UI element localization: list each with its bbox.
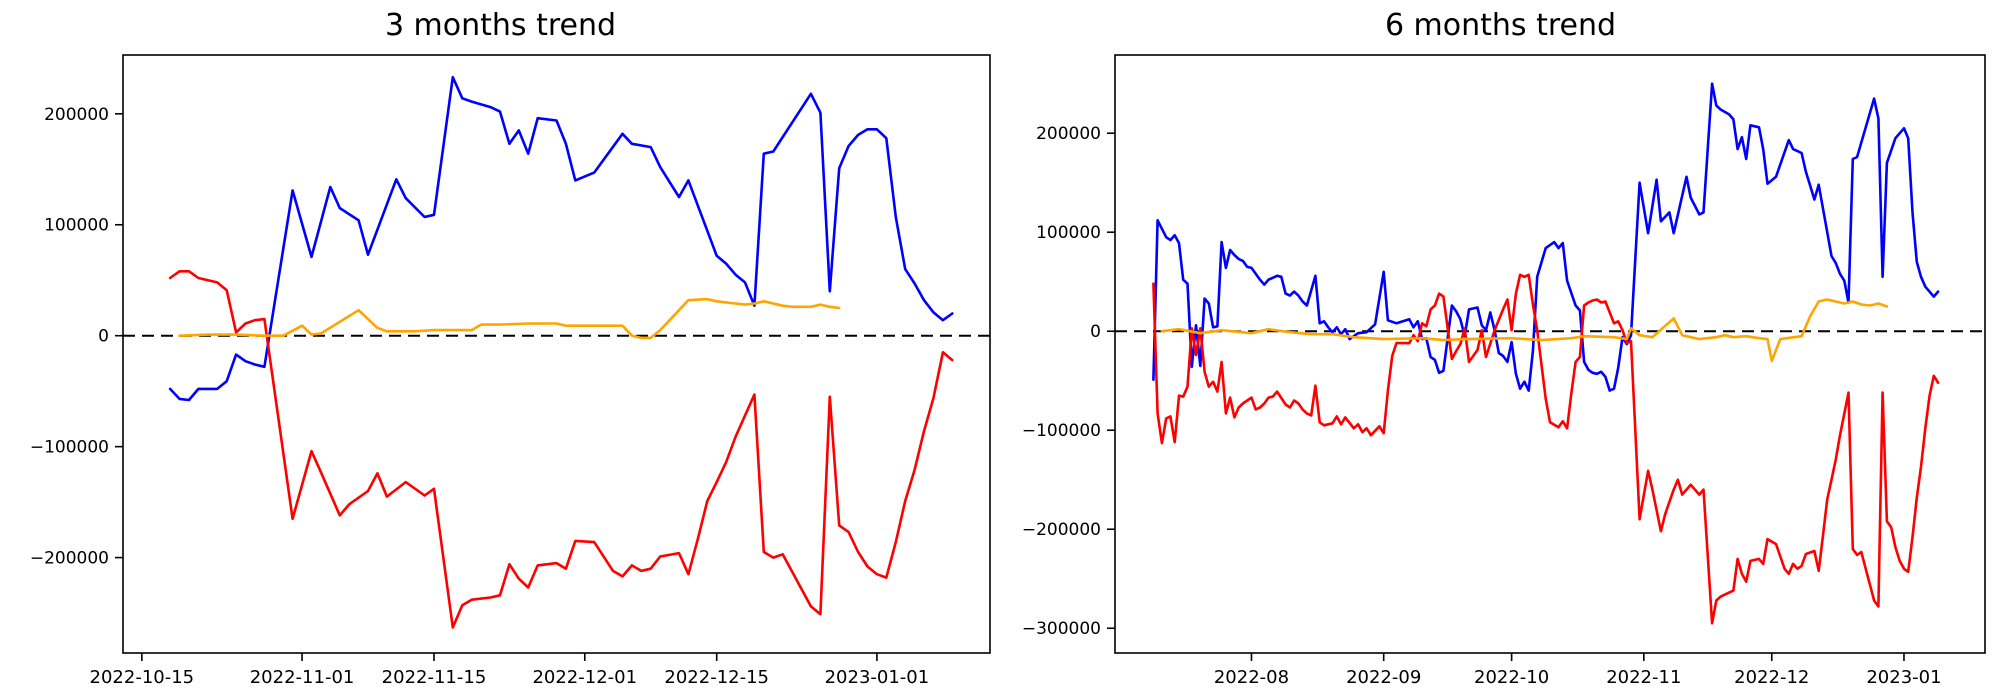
x-tick-label: 2022-11 xyxy=(1606,667,1681,688)
x-tick-label: 2022-09 xyxy=(1346,667,1421,688)
y-tick-label: −200000 xyxy=(30,549,109,569)
chart-6-months-trend: 6 months trend 200000 100000 0 −100000 −2000… xyxy=(1000,0,2000,700)
x-tick-label: 2023-01 xyxy=(1866,667,1941,688)
y-tick-label: −300000 xyxy=(1022,619,1101,639)
series-line-blue xyxy=(168,75,954,402)
chart-title-3-months: 3 months trend xyxy=(384,8,617,43)
series-line-orange xyxy=(1160,298,1889,363)
y-tick-label: 200000 xyxy=(1036,124,1101,144)
series-line-red xyxy=(168,269,954,629)
x-tick-label: 2022-10 xyxy=(1474,667,1549,688)
x-tick-label: 2022-11-15 xyxy=(382,667,487,688)
y-tick-label: −100000 xyxy=(1022,421,1101,441)
x-tick-label: 2022-12-01 xyxy=(532,667,637,688)
y-tick-label: 100000 xyxy=(1036,223,1101,243)
series-line-orange xyxy=(178,297,841,340)
x-tick-label: 2022-10-15 xyxy=(90,667,195,688)
x-tick-label: 2022-08 xyxy=(1214,667,1289,688)
chart-title-6-months: 6 months trend xyxy=(1384,8,1617,43)
y-tick-label: −100000 xyxy=(30,438,109,458)
y-tick-label: 0 xyxy=(1090,322,1101,342)
plot-spines xyxy=(122,54,991,654)
x-tick-label: 2022-12-15 xyxy=(664,667,769,688)
x-tick-label: 2022-12 xyxy=(1734,667,1809,688)
x-tick-label: 2023-01-01 xyxy=(825,667,930,688)
x-tick-label: 2022-11-01 xyxy=(250,667,355,688)
y-tick-label: 100000 xyxy=(44,216,109,236)
y-tick-label: 0 xyxy=(98,327,109,347)
plot-3-months: 200000 100000 0 −100000 −200000 2022-10-15 202… xyxy=(30,54,991,688)
plot-spines xyxy=(1114,54,1986,654)
series-line-red xyxy=(1152,273,1940,625)
y-tick-label: 200000 xyxy=(44,105,109,125)
chart-3-months-trend: 3 months trend 200000 100000 0 −100000 −2000… xyxy=(30,8,991,688)
plot-6-months: 200000 100000 0 −100000 −200000 −300000 2022-0… xyxy=(1022,54,1986,688)
series-line-blue xyxy=(1152,82,1940,392)
y-tick-label: −200000 xyxy=(1022,520,1101,540)
